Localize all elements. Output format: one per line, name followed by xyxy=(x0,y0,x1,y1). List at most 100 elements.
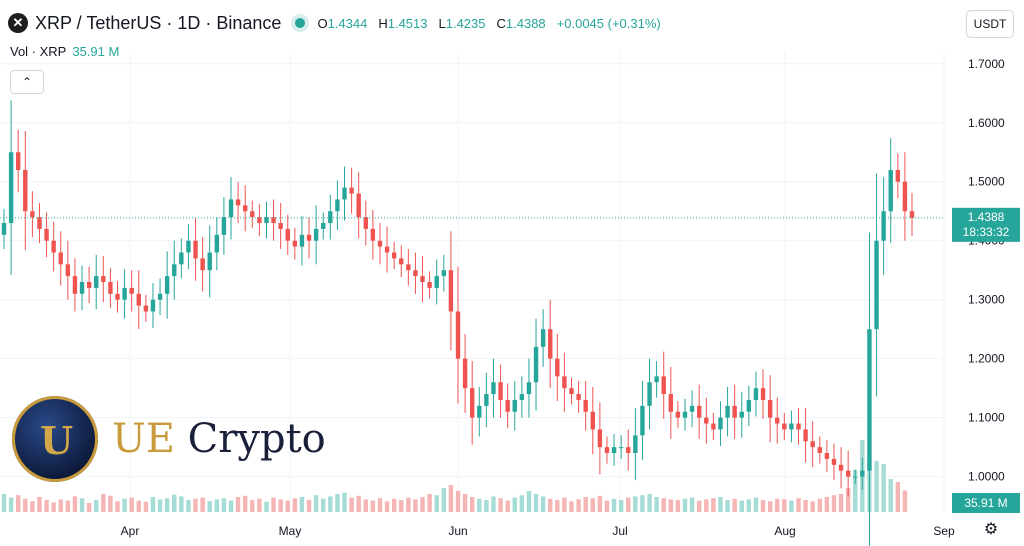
last-price-tag xyxy=(952,207,1020,242)
candle-body xyxy=(44,228,49,241)
candle-body xyxy=(179,252,184,265)
ohlc-high: H1.4513 xyxy=(378,15,428,31)
volume-bar xyxy=(37,497,42,512)
volume-bar xyxy=(214,499,220,512)
candle-body xyxy=(15,152,21,170)
candle-body xyxy=(58,252,63,265)
candle-body xyxy=(760,388,766,400)
ohlc-low: L1.4235 xyxy=(438,15,486,31)
volume-bar xyxy=(647,494,652,512)
candle-body xyxy=(902,181,908,212)
candle-body xyxy=(129,287,134,294)
volume-bar xyxy=(725,500,730,512)
volume-bar xyxy=(207,501,212,512)
candle-body xyxy=(590,411,595,430)
candle-body xyxy=(767,399,773,418)
y-tick-label: 1.3000 xyxy=(968,293,1005,307)
candle-body xyxy=(420,276,425,282)
candle-body xyxy=(675,411,681,418)
volume-bar xyxy=(58,499,63,512)
volume-bar xyxy=(86,503,92,512)
candle-body xyxy=(732,405,737,418)
candle-body xyxy=(796,423,801,430)
candle-body xyxy=(72,276,78,294)
xrp-logo-icon: ✕ xyxy=(8,13,28,33)
y-tick-label: 1.1000 xyxy=(968,411,1005,425)
candle-body xyxy=(157,293,163,300)
volume-bar xyxy=(746,499,752,512)
volume-bar xyxy=(654,497,659,512)
volume-bar xyxy=(363,499,368,512)
symbol-title[interactable]: XRP / TetherUS · 1D · Binance xyxy=(35,12,282,33)
volume-bar xyxy=(44,500,49,512)
candle-body xyxy=(335,199,340,212)
volume-bar xyxy=(15,495,21,512)
volume-bar xyxy=(640,495,645,512)
volume-bar xyxy=(689,497,695,512)
volume-bar xyxy=(448,485,454,512)
candle-body xyxy=(434,276,439,288)
volume-bar xyxy=(51,502,56,512)
volume-bar xyxy=(356,495,361,512)
gear-icon[interactable]: ⚙ xyxy=(983,521,999,538)
candle-body xyxy=(214,234,220,253)
volume-bar xyxy=(101,494,106,512)
x-tick-label: Aug xyxy=(774,524,795,538)
volume-bar xyxy=(767,501,773,512)
candle-body xyxy=(682,411,688,418)
candle-body xyxy=(285,228,290,241)
volume-bar xyxy=(718,497,723,512)
collapse-legend-button[interactable]: ⌃ xyxy=(10,70,44,94)
volume-tag xyxy=(952,493,1020,513)
candle-body xyxy=(342,187,347,200)
volume-bar xyxy=(79,498,85,512)
volume-bar xyxy=(186,500,191,512)
candle-body xyxy=(101,276,106,282)
candle-body xyxy=(477,405,482,418)
candle-body xyxy=(540,329,546,347)
candle-body xyxy=(172,264,177,277)
candle-body xyxy=(853,476,858,478)
candle-body xyxy=(640,405,645,436)
volume-bar xyxy=(526,491,532,512)
volume-bar xyxy=(313,495,319,512)
volume-bar xyxy=(143,501,149,512)
candle-body xyxy=(406,264,411,271)
candle-body xyxy=(874,240,879,330)
candle-body xyxy=(647,382,652,406)
candle-body xyxy=(845,470,851,477)
chevron-up-icon: ⌃ xyxy=(21,75,33,89)
volume-bar xyxy=(576,499,581,512)
candle-body xyxy=(462,358,468,389)
candle-body xyxy=(186,240,191,253)
candle-body xyxy=(278,223,283,229)
market-status-icon xyxy=(295,18,306,28)
candle-body xyxy=(782,423,787,430)
volume-bar xyxy=(420,497,425,512)
candle-body xyxy=(413,270,418,277)
candle-body xyxy=(271,217,276,224)
volume-bar xyxy=(739,500,744,512)
volume-bar xyxy=(895,482,901,512)
candle-body xyxy=(384,246,390,253)
volume-bar xyxy=(122,498,127,512)
candle-body xyxy=(689,405,695,412)
volume-bar xyxy=(902,490,908,512)
candle-body xyxy=(654,376,659,383)
volume-bar xyxy=(370,500,376,512)
candle-body xyxy=(30,211,35,218)
volume-bar xyxy=(512,497,517,512)
currency-button[interactable]: USDT xyxy=(966,10,1014,38)
candle-body xyxy=(604,447,610,454)
ohlc-values: O1.4344 H1.4513 L1.4235 C1.4388 +0.0045 … xyxy=(317,16,660,31)
candle-body xyxy=(363,217,368,229)
candle-body xyxy=(207,252,212,271)
volume-bar xyxy=(23,498,28,512)
volume-bar xyxy=(775,498,780,512)
volume-bar xyxy=(597,495,603,512)
volume-bar xyxy=(711,498,716,512)
volume-bar xyxy=(129,497,134,512)
candle-body xyxy=(455,311,461,359)
watermark-emblem-letter: U xyxy=(40,418,74,463)
